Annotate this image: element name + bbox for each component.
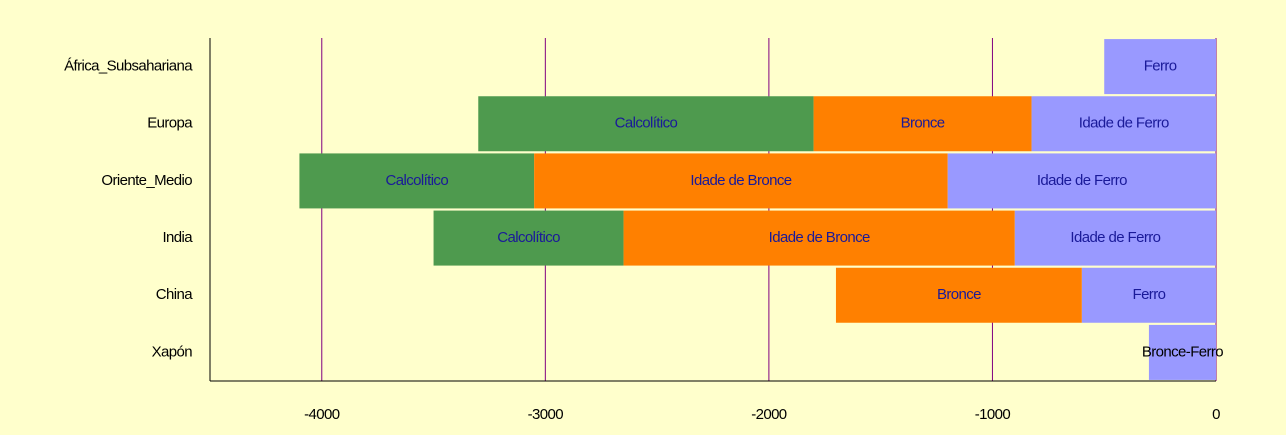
bar (1014, 210, 1216, 266)
bar (1081, 267, 1216, 323)
bar-label: Idade de Ferro (1037, 172, 1127, 189)
bar-label: Calcolítico (385, 172, 448, 189)
x-tick-label: -3000 (528, 406, 564, 423)
x-tick-label: -2000 (751, 406, 787, 423)
bar-label: Idade de Bronce (769, 229, 870, 246)
bar (947, 153, 1216, 209)
bar-label: Bronce-Ferro (1142, 343, 1223, 360)
bar-label: Calcolítico (497, 229, 560, 246)
bar (1148, 324, 1216, 380)
bar (1104, 39, 1216, 95)
bar-label: Ferro (1133, 286, 1166, 303)
y-tick-label: África_Subsahariana (64, 58, 193, 75)
bar (1031, 96, 1216, 152)
y-tick-label: Xapón (152, 343, 193, 360)
bar (433, 210, 624, 266)
bar (478, 96, 814, 152)
x-tick-label: -4000 (304, 406, 340, 423)
bar (534, 153, 948, 209)
x-tick-label: -1000 (975, 406, 1011, 423)
bar-label: Bronce (901, 115, 945, 132)
bar-label: Bronce (937, 286, 981, 303)
y-tick-label: China (156, 286, 193, 303)
bar (835, 267, 1082, 323)
y-tick-label: Oriente_Medio (101, 172, 192, 189)
bar-label: Ferro (1144, 58, 1177, 75)
x-tick-label: 0 (1212, 406, 1220, 423)
y-tick-label: Europa (147, 115, 193, 132)
bar-label: Idade de Ferro (1070, 229, 1160, 246)
bar-label: Idade de Ferro (1079, 115, 1169, 132)
bar (623, 210, 1015, 266)
bar (813, 96, 1032, 152)
bar-label: Calcolítico (615, 115, 678, 132)
y-tick-label: India (162, 229, 193, 246)
bar-label: Idade de Bronce (690, 172, 791, 189)
bar (299, 153, 535, 209)
